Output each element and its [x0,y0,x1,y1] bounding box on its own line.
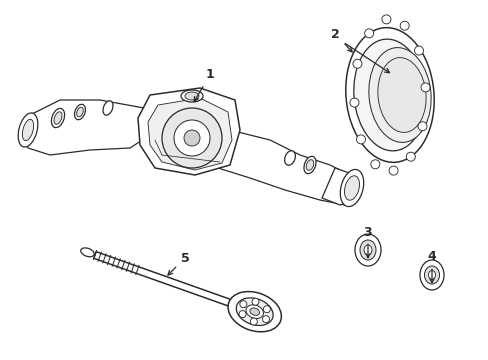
Ellipse shape [77,107,83,117]
Ellipse shape [344,176,359,200]
Ellipse shape [51,108,64,127]
Text: 5: 5 [167,252,189,275]
Circle shape [239,311,245,318]
Text: 2: 2 [330,28,339,41]
Text: 3: 3 [363,225,371,258]
Circle shape [162,108,222,168]
Polygon shape [22,100,155,155]
Ellipse shape [284,151,295,165]
Circle shape [356,135,365,144]
Ellipse shape [249,308,259,315]
Polygon shape [138,88,240,175]
Circle shape [263,306,270,313]
Polygon shape [215,130,354,205]
Circle shape [250,318,257,325]
Circle shape [399,21,408,30]
Ellipse shape [340,170,363,207]
Ellipse shape [354,234,380,266]
Circle shape [183,130,200,146]
Ellipse shape [427,270,435,279]
Ellipse shape [345,28,433,162]
Circle shape [240,301,246,308]
Ellipse shape [363,245,371,255]
Ellipse shape [54,112,62,124]
Polygon shape [229,298,251,316]
Circle shape [414,46,423,55]
Ellipse shape [184,92,199,100]
Ellipse shape [74,104,85,120]
Ellipse shape [377,58,425,132]
Polygon shape [321,168,357,205]
Ellipse shape [368,48,430,143]
Ellipse shape [424,266,439,284]
Circle shape [370,160,379,169]
Circle shape [262,316,269,323]
Circle shape [420,83,429,92]
Ellipse shape [305,160,313,170]
Circle shape [388,166,397,175]
Ellipse shape [353,39,426,151]
Circle shape [364,29,373,38]
Ellipse shape [245,305,263,319]
Ellipse shape [181,90,203,102]
Text: 4: 4 [427,251,435,283]
Ellipse shape [18,113,38,147]
Ellipse shape [359,240,375,260]
Circle shape [251,298,259,305]
Circle shape [174,120,209,156]
Ellipse shape [227,292,281,332]
Polygon shape [148,98,231,170]
Circle shape [349,98,358,107]
Circle shape [352,59,361,68]
Ellipse shape [304,156,315,174]
Ellipse shape [103,101,113,115]
Polygon shape [94,252,251,313]
Text: 1: 1 [194,68,214,102]
Ellipse shape [22,119,34,141]
Ellipse shape [419,260,443,290]
Circle shape [417,122,426,131]
Circle shape [406,152,414,161]
Circle shape [381,15,390,24]
Ellipse shape [81,248,94,257]
Ellipse shape [236,298,273,325]
